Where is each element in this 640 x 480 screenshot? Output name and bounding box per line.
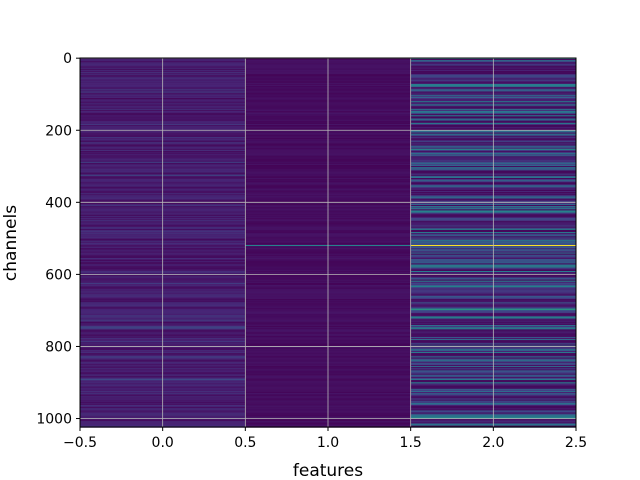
y-tick-label: 0 (63, 51, 72, 67)
y-tick-label: 400 (45, 195, 72, 211)
axes: −0.5 0.0 0.5 1.0 1.5 2.0 2.5 0 200 400 600 800 1000 (36, 51, 587, 451)
x-tick-label: 1.5 (400, 435, 422, 451)
x-axis-label: features (293, 461, 363, 480)
y-tick-label: 800 (45, 339, 72, 355)
x-tick-label: −0.5 (63, 435, 97, 451)
x-tick-label: 0.0 (152, 435, 174, 451)
x-tick-label: 2.5 (565, 435, 587, 451)
x-tick-label: 2.0 (482, 435, 504, 451)
y-tick-label: 1000 (36, 412, 72, 428)
y-tick-label: 200 (45, 123, 72, 139)
x-tick-label: 1.0 (317, 435, 339, 451)
y-axis-label: channels (1, 205, 21, 281)
x-tick-label: 0.5 (234, 435, 256, 451)
y-tick-label: 600 (45, 267, 72, 283)
